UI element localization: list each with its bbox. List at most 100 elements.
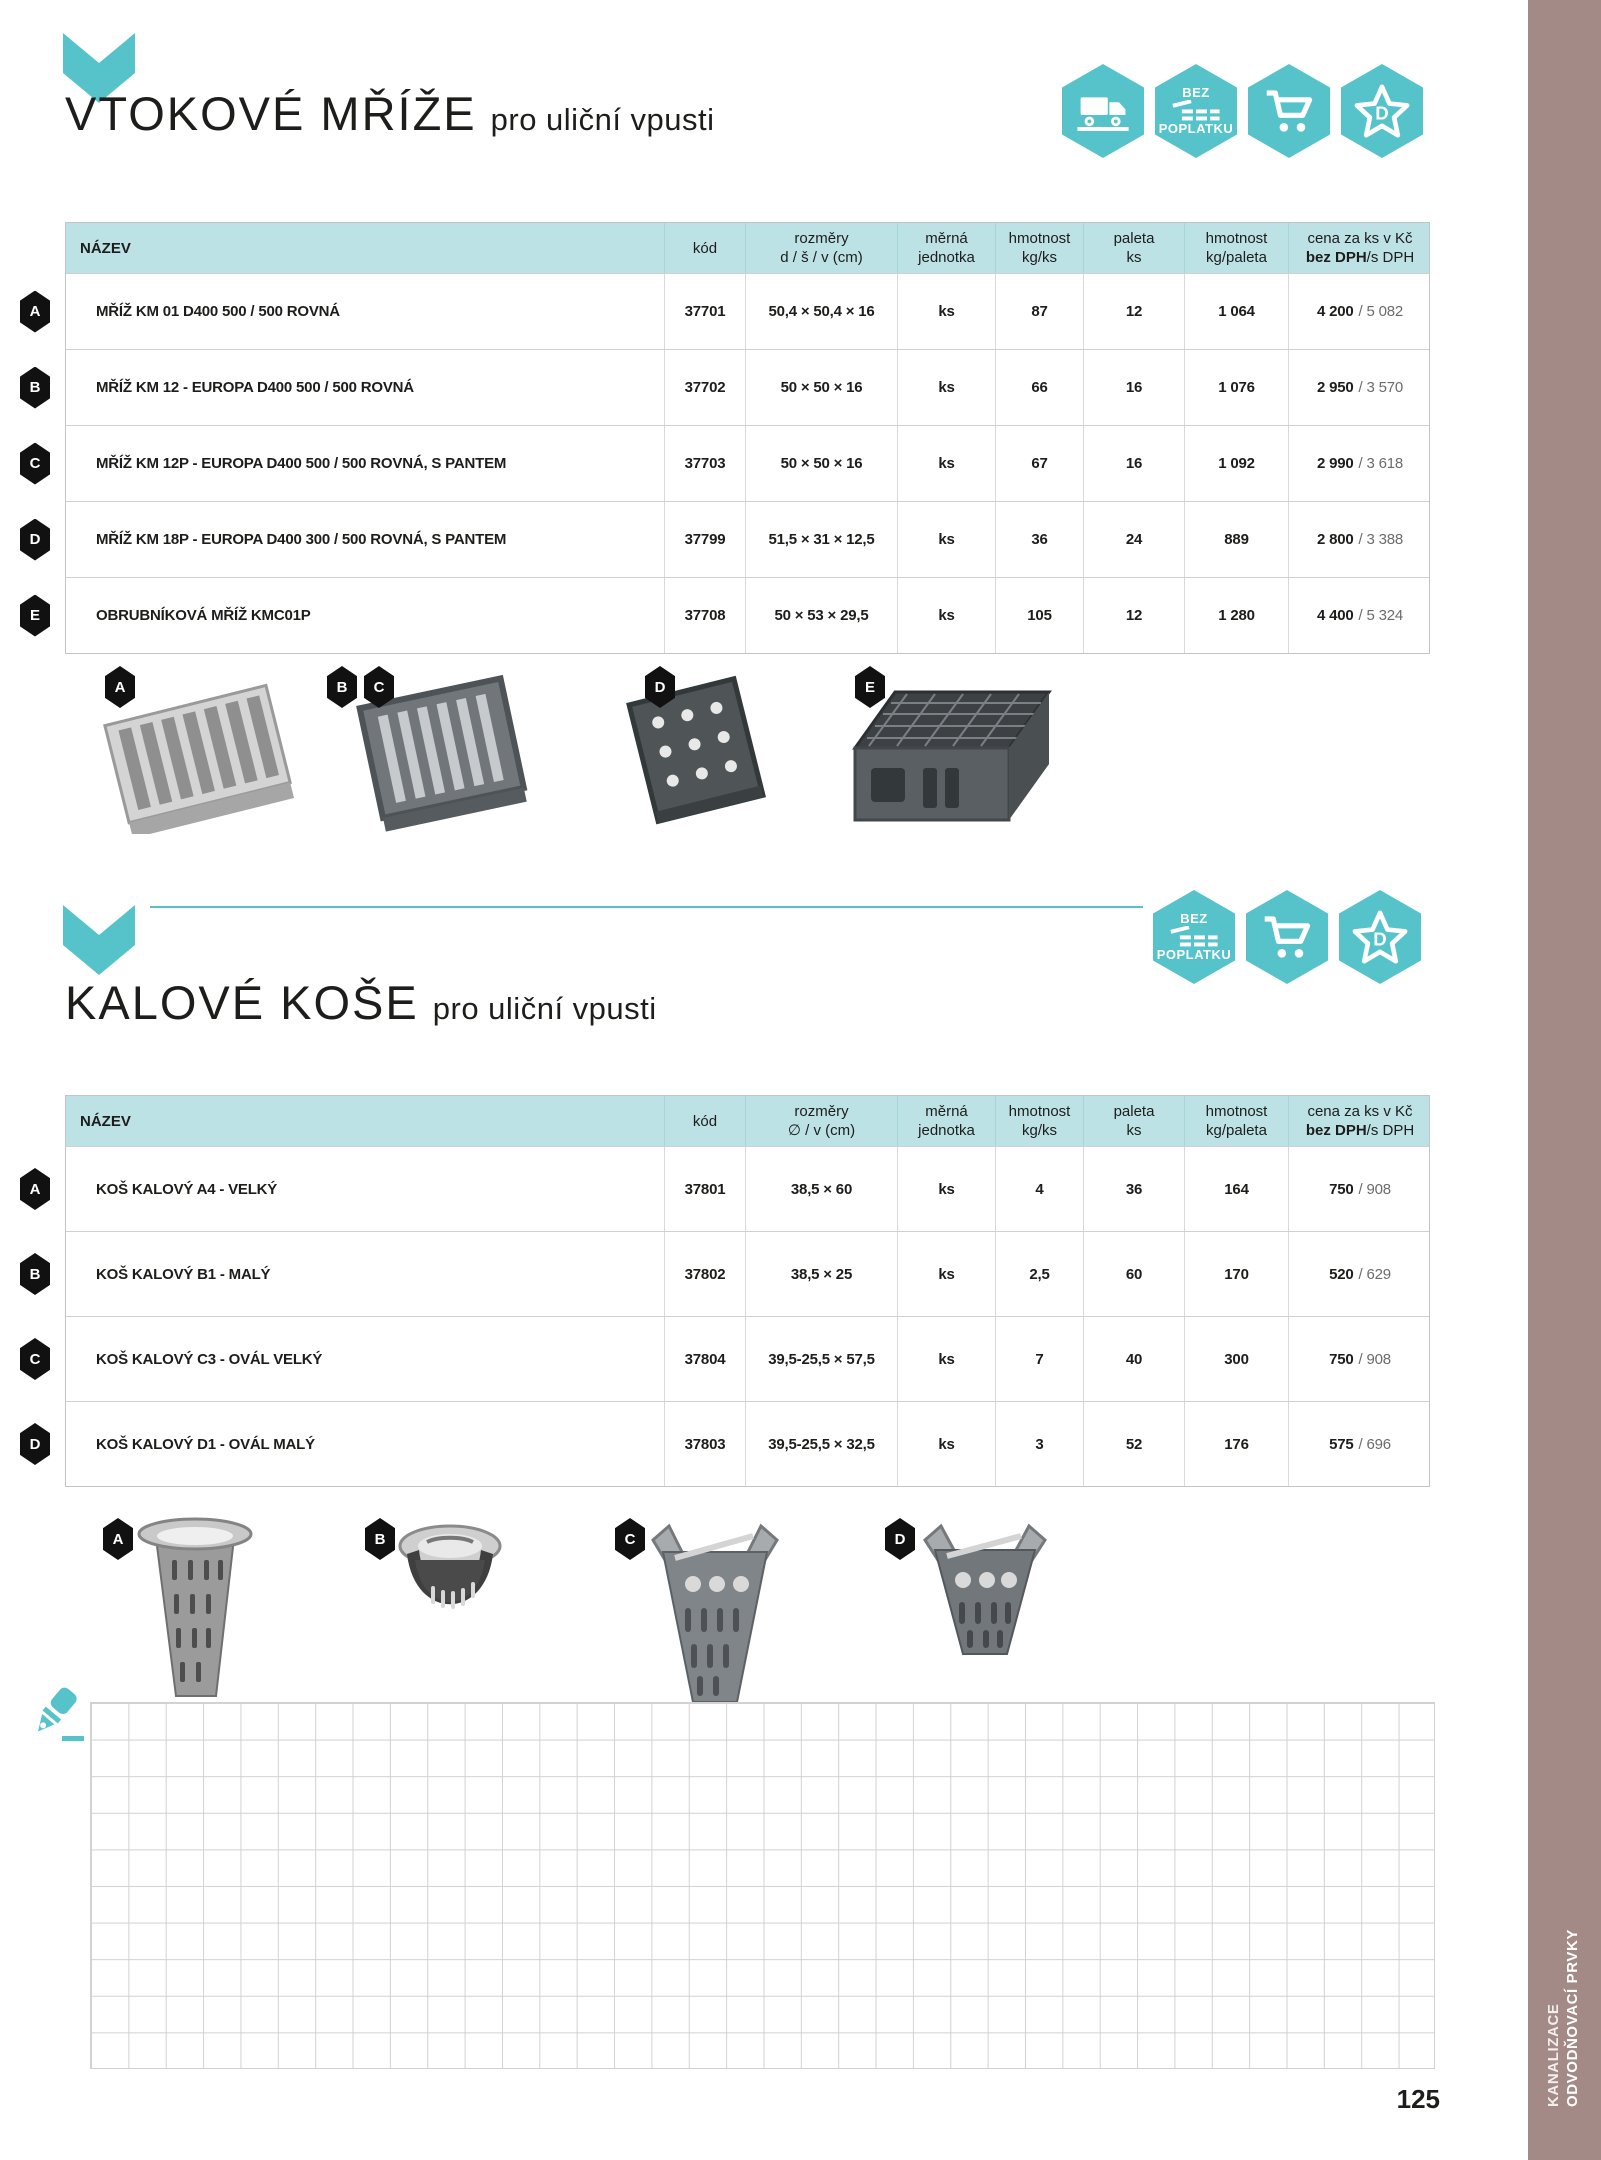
cell-pallet-qty: 12: [1083, 578, 1184, 653]
cell-pallet-weight: 1 280: [1184, 578, 1288, 653]
col-header-hmotnost-ks: hmotnost kg/ks: [995, 223, 1083, 273]
product-label-badge: D: [645, 666, 675, 708]
row-letter-badge: E: [20, 594, 50, 637]
cart-icon: [1246, 890, 1328, 984]
cell-name: MŘÍŽ KM 12 - EUROPA D400 500 / 500 ROVNÁ: [96, 379, 414, 396]
row-letter-badge: A: [20, 1168, 50, 1210]
product-label-badge: B: [327, 666, 357, 708]
cell-price: 575/ 696: [1288, 1402, 1431, 1486]
table-row: E OBRUBNÍKOVÁ MŘÍŽ KMC01P 37708 50 × 53 …: [20, 577, 1429, 653]
cell-price: 750/ 908: [1288, 1147, 1431, 1231]
section2-title: KALOVÉ KOŠE pro uliční vpusti: [65, 975, 657, 1030]
sidebar-category-label: KANALIZACE ODVODŇOVACÍ PRVKY: [1544, 1877, 1584, 2107]
cell-name: KOŠ KALOVÝ D1 - OVÁL MALÝ: [96, 1435, 315, 1453]
cell-pallet-qty: 40: [1083, 1317, 1184, 1401]
col-header-nazev: NÁZEV: [80, 1112, 131, 1130]
cell-unit: ks: [897, 502, 995, 577]
cell-unit: ks: [897, 1147, 995, 1231]
pen-icon: [38, 1687, 84, 1741]
cell-dimensions: 51,5 × 31 × 12,5: [745, 502, 897, 577]
cell-pallet-weight: 1 076: [1184, 350, 1288, 425]
col-header-cena: cena za ks v Kč bez DPH/s DPH: [1288, 223, 1431, 273]
table-row: D KOŠ KALOVÝ D1 - OVÁL MALÝ 37803 39,5-2…: [20, 1401, 1431, 1486]
row-letter-badge: B: [20, 366, 50, 409]
baskets-table: NÁZEV kód rozměry ∅ / v (cm) měrná jednotk…: [20, 1095, 1431, 1487]
cell-pallet-qty: 36: [1083, 1147, 1184, 1231]
cell-pallet-weight: 164: [1184, 1147, 1288, 1231]
cell-pallet-qty: 16: [1083, 350, 1184, 425]
section-chevron-icon: [63, 905, 135, 975]
cell-unit: ks: [897, 274, 995, 349]
col-header-nazev: NÁZEV: [80, 239, 131, 257]
no-pallet-fee-line2: POPLATKU: [1156, 947, 1232, 962]
grates-table: NÁZEV kód rozměry d / š / v (cm) měrná jed…: [20, 222, 1431, 654]
col-header-paleta: paleta ks: [1083, 223, 1184, 273]
col-header-rozmery: rozměry ∅ / v (cm): [745, 1096, 897, 1146]
cell-name: MŘÍŽ KM 18P - EUROPA D400 300 / 500 ROVN…: [96, 531, 507, 548]
cell-name: OBRUBNÍKOVÁ MŘÍŽ KMC01P: [96, 607, 311, 624]
product-label-badge: E: [855, 666, 885, 708]
cell-weight: 7: [995, 1317, 1083, 1401]
cell-name: KOŠ KALOVÝ A4 - VELKÝ: [96, 1180, 278, 1198]
section1-title: VTOKOVÉ MŘÍŽE pro uliční vpusti: [65, 86, 715, 141]
cell-pallet-qty: 12: [1083, 274, 1184, 349]
section1-title-sub: pro uliční vpusti: [490, 102, 715, 137]
no-pallet-fee-line1: BEZ: [1182, 85, 1210, 100]
cell-weight: 67: [995, 426, 1083, 501]
cell-pallet-weight: 176: [1184, 1402, 1288, 1486]
row-letter-badge: C: [20, 1338, 50, 1380]
cell-pallet-weight: 300: [1184, 1317, 1288, 1401]
cell-code: 37708: [664, 578, 745, 653]
cell-name: KOŠ KALOVÝ C3 - OVÁL VELKÝ: [96, 1350, 323, 1368]
cell-price: 2 990/ 3 618: [1288, 426, 1431, 501]
star-letter: D: [1373, 928, 1386, 949]
table-row: A KOŠ KALOVÝ A4 - VELKÝ 37801 38,5 × 60 …: [20, 1146, 1431, 1231]
truck-icon: [1062, 64, 1144, 158]
cell-dimensions: 39,5-25,5 × 32,5: [745, 1402, 897, 1486]
product-image-basket-a: [137, 1517, 253, 1697]
col-header-jednotka: měrná jednotka: [897, 223, 995, 273]
cell-code: 37703: [664, 426, 745, 501]
cell-dimensions: 50,4 × 50,4 × 16: [745, 274, 897, 349]
cell-dimensions: 39,5-25,5 × 57,5: [745, 1317, 897, 1401]
cell-unit: ks: [897, 426, 995, 501]
no-pallet-fee-icon: BEZ POPLATKU: [1155, 64, 1237, 158]
star-d-icon: D: [1341, 64, 1423, 158]
cell-name: MŘÍŽ KM 01 D400 500 / 500 ROVNÁ: [96, 303, 340, 320]
product-image-grate-e: [852, 690, 1052, 822]
product-label-badge: A: [103, 1518, 133, 1560]
product-image-grate-bc: [356, 674, 528, 832]
cell-weight: 36: [995, 502, 1083, 577]
product-image-grate-a: [103, 683, 295, 834]
product-image-basket-c: [651, 1523, 779, 1703]
product-label-badge: B: [365, 1518, 395, 1560]
table-row: B MŘÍŽ KM 12 - EUROPA D400 500 / 500 ROV…: [20, 349, 1429, 425]
cell-weight: 87: [995, 274, 1083, 349]
cell-pallet-qty: 60: [1083, 1232, 1184, 1316]
table-row: C KOŠ KALOVÝ C3 - OVÁL VELKÝ 37804 39,5-…: [20, 1316, 1429, 1401]
cell-dimensions: 50 × 50 × 16: [745, 426, 897, 501]
grates-product-images: A B C D: [65, 662, 1430, 837]
product-label-badge: C: [364, 666, 394, 708]
product-label-badge: D: [885, 1518, 915, 1560]
cell-dimensions: 38,5 × 25: [745, 1232, 897, 1316]
cell-unit: ks: [897, 1402, 995, 1486]
col-header-hmotnost-paleta: hmotnost kg/paleta: [1184, 1096, 1288, 1146]
notes-grid: [90, 1702, 1435, 2069]
section2-title-main: KALOVÉ KOŠE: [65, 976, 419, 1029]
cell-pallet-qty: 52: [1083, 1402, 1184, 1486]
cell-weight: 4: [995, 1147, 1083, 1231]
cell-pallet-weight: 170: [1184, 1232, 1288, 1316]
table-row: C MŘÍŽ KM 12P - EUROPA D400 500 / 500 RO…: [20, 425, 1431, 501]
cell-dimensions: 38,5 × 60: [745, 1147, 897, 1231]
product-image-grate-d: [626, 675, 766, 825]
cell-unit: ks: [897, 578, 995, 653]
section2-title-sub: pro uliční vpusti: [432, 991, 657, 1026]
col-header-rozmery: rozměry d / š / v (cm): [745, 223, 897, 273]
section-divider: [150, 906, 1143, 908]
sidebar-category-line2: ODVODŇOVACÍ PRVKY: [1564, 1928, 1581, 2107]
section1-title-main: VTOKOVÉ MŘÍŽE: [65, 87, 477, 140]
row-letter-badge: D: [20, 1423, 50, 1465]
col-header-jednotka: měrná jednotka: [897, 1096, 995, 1146]
product-image-basket-d: [923, 1523, 1047, 1655]
